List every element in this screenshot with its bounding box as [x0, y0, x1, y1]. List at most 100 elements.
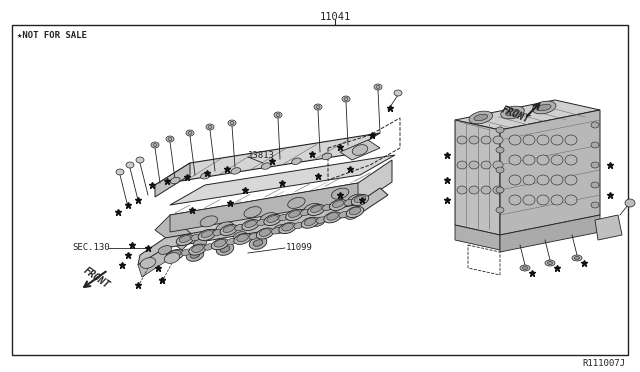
- Ellipse shape: [354, 196, 366, 202]
- Ellipse shape: [342, 96, 350, 102]
- Ellipse shape: [509, 135, 521, 145]
- Ellipse shape: [140, 258, 156, 268]
- Ellipse shape: [303, 203, 321, 214]
- Ellipse shape: [168, 138, 172, 141]
- Ellipse shape: [206, 124, 214, 130]
- Ellipse shape: [214, 240, 226, 247]
- Ellipse shape: [208, 125, 212, 128]
- Ellipse shape: [326, 212, 339, 220]
- Ellipse shape: [153, 144, 157, 147]
- Ellipse shape: [575, 257, 579, 260]
- Ellipse shape: [509, 155, 521, 165]
- Polygon shape: [155, 215, 195, 250]
- Ellipse shape: [509, 195, 521, 205]
- Ellipse shape: [532, 101, 556, 114]
- Ellipse shape: [216, 243, 234, 255]
- Ellipse shape: [228, 120, 236, 126]
- Ellipse shape: [116, 169, 124, 175]
- Ellipse shape: [339, 211, 349, 218]
- Ellipse shape: [179, 235, 191, 243]
- Ellipse shape: [279, 222, 296, 234]
- Ellipse shape: [231, 168, 241, 174]
- Ellipse shape: [496, 127, 504, 133]
- Ellipse shape: [376, 86, 380, 89]
- Polygon shape: [595, 215, 622, 240]
- Ellipse shape: [201, 173, 211, 179]
- Polygon shape: [500, 215, 600, 252]
- Ellipse shape: [474, 114, 488, 121]
- Ellipse shape: [345, 211, 359, 219]
- Ellipse shape: [191, 234, 201, 241]
- Ellipse shape: [282, 223, 293, 231]
- Ellipse shape: [332, 201, 344, 208]
- Ellipse shape: [551, 135, 563, 145]
- Ellipse shape: [523, 175, 535, 185]
- Ellipse shape: [271, 228, 281, 234]
- Ellipse shape: [481, 136, 491, 144]
- Ellipse shape: [213, 229, 223, 236]
- Ellipse shape: [230, 122, 234, 125]
- Ellipse shape: [538, 104, 551, 111]
- Ellipse shape: [193, 238, 207, 247]
- Ellipse shape: [261, 163, 271, 169]
- Ellipse shape: [198, 230, 216, 241]
- Ellipse shape: [481, 161, 491, 169]
- Ellipse shape: [192, 245, 204, 253]
- Ellipse shape: [591, 202, 599, 208]
- Ellipse shape: [496, 207, 504, 213]
- Ellipse shape: [324, 212, 341, 223]
- Ellipse shape: [223, 225, 234, 232]
- Ellipse shape: [189, 244, 206, 255]
- Ellipse shape: [496, 187, 504, 193]
- Ellipse shape: [216, 222, 234, 233]
- Ellipse shape: [166, 136, 174, 142]
- Ellipse shape: [551, 195, 563, 205]
- Ellipse shape: [551, 175, 563, 185]
- Ellipse shape: [176, 234, 194, 246]
- Ellipse shape: [551, 155, 563, 165]
- Polygon shape: [170, 183, 358, 232]
- Ellipse shape: [500, 106, 524, 119]
- Ellipse shape: [522, 266, 527, 269]
- Text: R111007J: R111007J: [582, 359, 625, 368]
- Ellipse shape: [186, 248, 204, 262]
- Ellipse shape: [166, 250, 184, 260]
- Ellipse shape: [188, 131, 192, 135]
- Polygon shape: [455, 120, 500, 235]
- Ellipse shape: [289, 211, 300, 217]
- Ellipse shape: [322, 153, 332, 160]
- Ellipse shape: [493, 161, 503, 169]
- Ellipse shape: [496, 147, 504, 153]
- Ellipse shape: [227, 238, 236, 245]
- Polygon shape: [455, 100, 600, 130]
- Ellipse shape: [244, 206, 261, 218]
- Ellipse shape: [565, 155, 577, 165]
- Ellipse shape: [537, 195, 549, 205]
- Ellipse shape: [481, 186, 491, 194]
- Ellipse shape: [469, 161, 479, 169]
- Ellipse shape: [257, 219, 266, 226]
- Ellipse shape: [547, 262, 552, 264]
- Ellipse shape: [537, 135, 549, 145]
- Ellipse shape: [274, 112, 282, 118]
- Ellipse shape: [201, 231, 212, 237]
- Polygon shape: [138, 248, 168, 277]
- Ellipse shape: [493, 136, 503, 144]
- Ellipse shape: [493, 186, 503, 194]
- Ellipse shape: [278, 214, 288, 221]
- Ellipse shape: [346, 206, 364, 218]
- Ellipse shape: [204, 244, 214, 250]
- Ellipse shape: [316, 217, 326, 223]
- Text: SEC.130: SEC.130: [72, 244, 109, 253]
- Ellipse shape: [234, 233, 251, 244]
- Ellipse shape: [301, 217, 319, 228]
- Ellipse shape: [136, 157, 144, 163]
- Ellipse shape: [259, 229, 271, 236]
- Ellipse shape: [344, 199, 354, 206]
- Ellipse shape: [330, 199, 347, 211]
- Ellipse shape: [537, 175, 549, 185]
- Ellipse shape: [565, 195, 577, 205]
- Polygon shape: [155, 163, 190, 197]
- Ellipse shape: [126, 162, 134, 168]
- Ellipse shape: [190, 252, 200, 258]
